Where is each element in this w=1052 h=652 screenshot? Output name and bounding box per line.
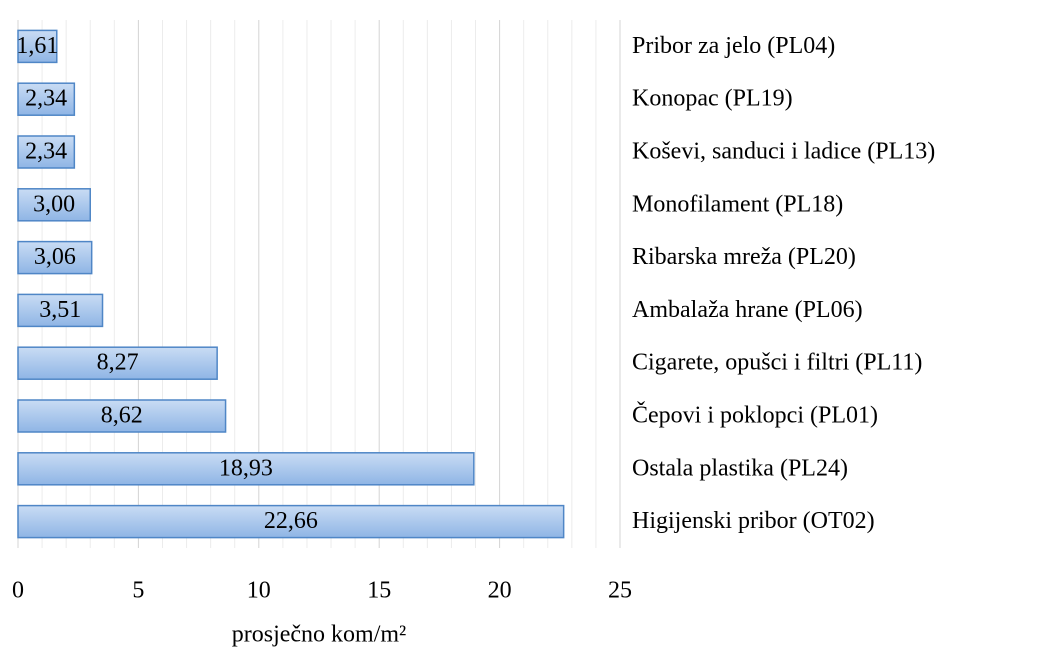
bar — [17, 188, 91, 222]
data-label: 2,34 — [25, 139, 67, 165]
bar — [17, 240, 93, 275]
data-label: 3,51 — [39, 297, 81, 323]
x-tick-label: 5 — [132, 578, 144, 604]
data-label: 18,93 — [219, 455, 273, 481]
bar — [17, 504, 565, 539]
category-label: Ambalaža hrane (PL06) — [632, 297, 863, 323]
data-label: 3,06 — [34, 244, 76, 270]
data-label: 22,66 — [264, 508, 318, 534]
category-label: Pribor za jelo (PL04) — [632, 33, 835, 59]
category-label: Cigarete, opušci i filtri (PL11) — [632, 350, 922, 376]
bar — [17, 399, 227, 433]
data-label: 3,00 — [33, 191, 75, 217]
x-tick-label: 15 — [367, 578, 391, 604]
data-label: 8,62 — [101, 403, 143, 429]
category-label: Ribarska mreža (PL20) — [632, 244, 856, 270]
category-label: Monofilament (PL18) — [632, 191, 843, 217]
x-tick-label: 25 — [608, 578, 632, 604]
x-axis-label: prosječno kom/m² — [232, 622, 407, 648]
data-label: 2,34 — [25, 86, 67, 112]
category-label: Čepovi i poklopci (PL01) — [632, 402, 878, 429]
category-label: Ostala plastika (PL24) — [632, 455, 848, 481]
category-label: Higijenski pribor (OT02) — [632, 508, 875, 534]
category-label: Koševi, sanduci i ladice (PL13) — [632, 139, 935, 165]
bar — [17, 293, 104, 328]
bar — [17, 346, 218, 380]
bar — [17, 82, 76, 116]
data-label: 1,61 — [16, 33, 58, 59]
x-tick-label: 10 — [247, 578, 271, 604]
bar — [17, 452, 475, 486]
bar — [17, 29, 58, 64]
bar — [17, 135, 76, 169]
x-tick-label: 0 — [12, 578, 24, 604]
category-label: Konopac (PL19) — [632, 86, 793, 112]
data-label: 8,27 — [97, 350, 139, 376]
x-tick-label: 20 — [488, 578, 512, 604]
